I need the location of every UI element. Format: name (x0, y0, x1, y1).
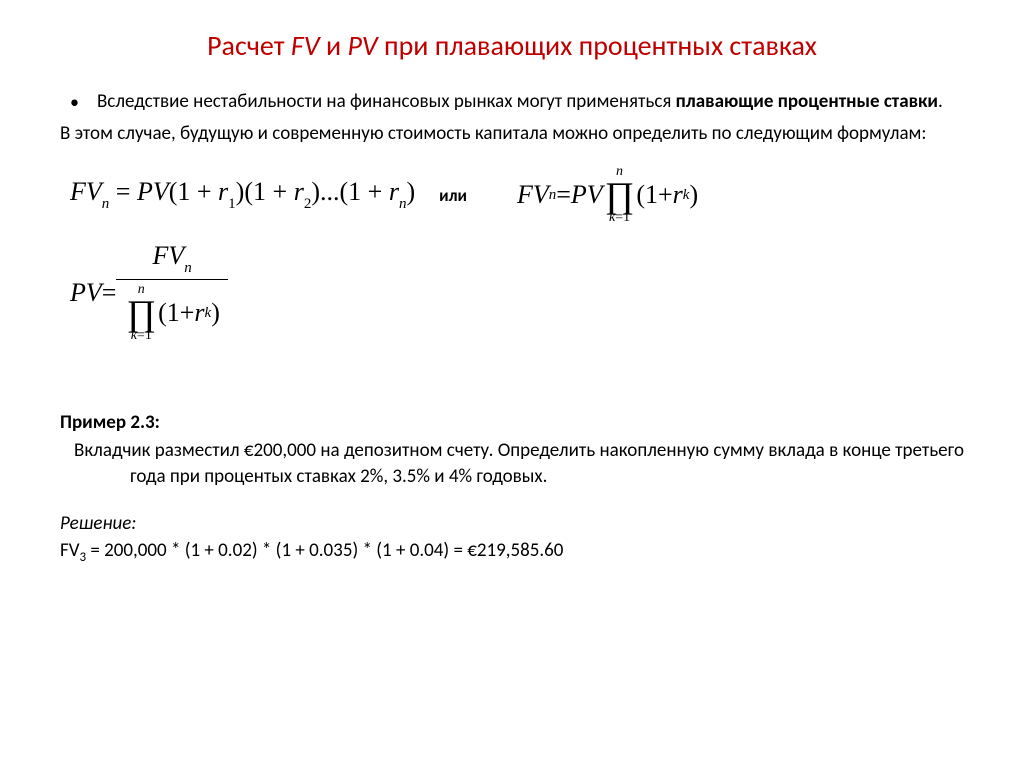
bullet-bold: плавающие процентные ставки (676, 90, 938, 113)
fraction: FVn n ∏ k=1 (1 + rk) (116, 243, 227, 343)
formula-row-1: FVn = PV(1 + r1)(1 + r2)...(1 + rn) или … (70, 165, 964, 225)
pi-icon: ∏ (126, 295, 156, 331)
title-fv: FV (291, 28, 320, 63)
title-mid: и (320, 28, 348, 63)
title-pv: PV (347, 28, 377, 63)
intro-text: В этом случае, будущую и современную сто… (60, 122, 927, 145)
bullet-dot-icon: • (70, 89, 79, 115)
page-title: Расчет FV и PV при плавающих процентных … (60, 28, 964, 63)
formula-row-2: PV = FVn n ∏ k=1 (1 + rk) (70, 243, 964, 343)
example-label: Пример 2.3: (60, 411, 964, 434)
formula-fv-product: FVn = PV n ∏ k=1 (1 + rk) (517, 165, 698, 225)
bullet-post: . (938, 90, 943, 113)
solution-label: Решение: (60, 512, 964, 535)
product-symbol-den: n ∏ k=1 (126, 283, 156, 343)
solution-line: FV3 = 200,000 * (1 + 0.02) * (1 + 0.035)… (60, 539, 964, 565)
slide: Расчет FV и PV при плавающих процентных … (0, 0, 1024, 767)
bullet-text: Вследствие нестабильности на финансовых … (97, 89, 964, 115)
title-pre: Расчет (207, 28, 291, 63)
product-symbol: n ∏ k=1 (605, 165, 635, 225)
formula-fv-expanded: FVn = PV(1 + r1)(1 + r2)...(1 + rn) (70, 177, 415, 213)
or-label: или (439, 185, 467, 206)
bullet-item: • Вследствие нестабильности на финансовы… (70, 89, 964, 115)
title-post: при плавающих процентных ставках (378, 28, 817, 63)
bullet-pre: Вследствие нестабильности на финансовых … (97, 90, 676, 113)
pi-icon: ∏ (605, 177, 635, 213)
intro-paragraph: В этом случае, будущую и современную сто… (60, 121, 964, 147)
example-text: Вкладчик разместил €200,000 на депозитно… (60, 438, 964, 490)
formula-pv: PV = FVn n ∏ k=1 (1 + rk) (70, 243, 228, 343)
